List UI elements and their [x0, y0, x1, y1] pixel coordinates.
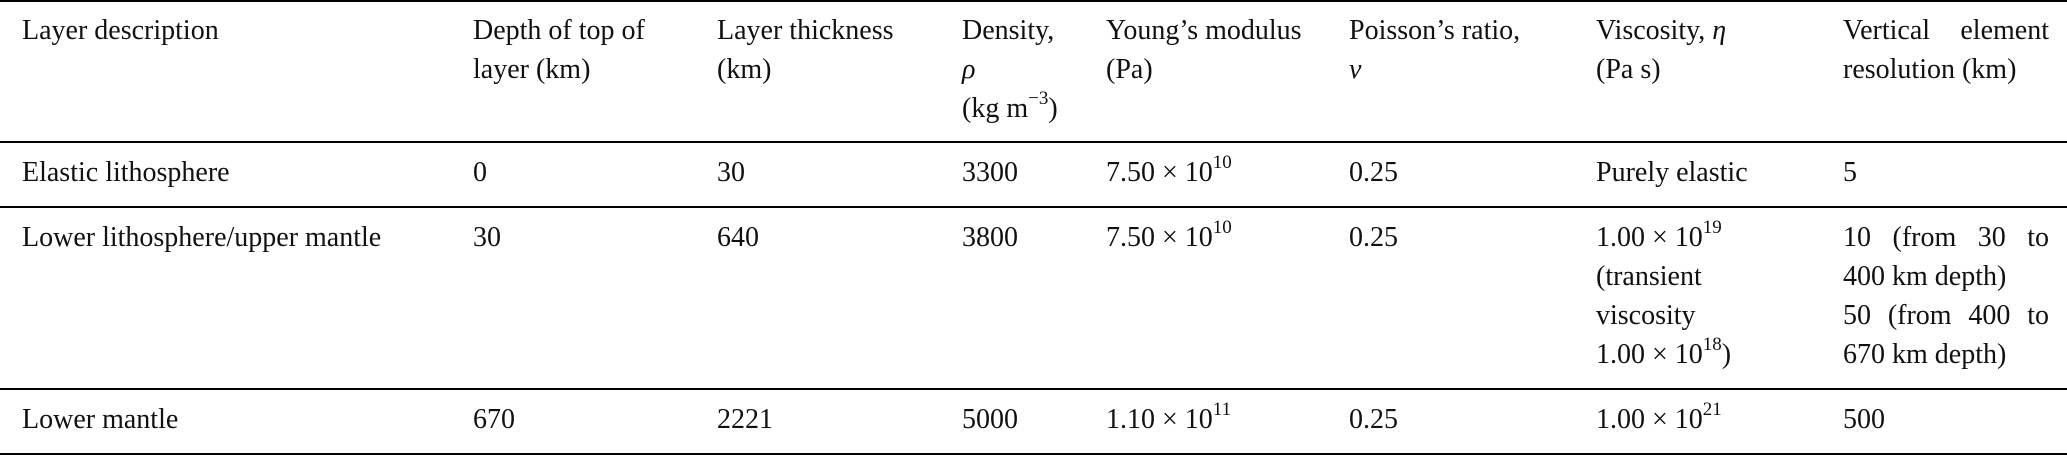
cell-depth: 30	[473, 222, 501, 253]
cell-thickness: 30	[717, 157, 745, 188]
cell-poisson: 0.25	[1349, 404, 1398, 435]
header-poisson-symbol: ν	[1349, 54, 1362, 85]
header-density-symbol: ρ	[962, 54, 976, 85]
table-row: Lower mantle 670 2221 5000 1.10 × 1011 0…	[0, 389, 2067, 454]
cell-poisson: 0.25	[1349, 157, 1398, 188]
header-density-unit: (kg m−3)	[962, 87, 1058, 124]
header-row: Layer description Depth of top of layer …	[0, 1, 2067, 142]
cell-description: Lower lithosphere/upper mantle	[22, 222, 382, 253]
cell-youngs-modulus: 7.50 × 1010	[1106, 216, 1232, 253]
cell-density: 3300	[962, 157, 1018, 188]
cell-viscosity: 1.00 × 1019 (transient viscosity 1.00 × …	[1574, 207, 1821, 389]
header-viscosity: Viscosity, η (Pa s)	[1574, 1, 1821, 142]
viscosity-note: 1.00 × 1018)	[1596, 333, 1732, 370]
header-youngs-modulus: Young’s modulus (Pa)	[1106, 15, 1302, 85]
header-thickness: Layer thickness (km)	[717, 15, 894, 85]
cell-density: 5000	[962, 404, 1018, 435]
cell-thickness: 2221	[717, 404, 773, 435]
cell-resolution: 10 (from 30 to 400 km depth) 50 (from 40…	[1843, 222, 2049, 370]
cell-resolution: 500	[1843, 404, 1885, 435]
cell-depth: 670	[473, 404, 515, 435]
header-viscosity-label: Viscosity, η	[1596, 15, 1727, 46]
header-poisson-label: Poisson’s ratio,	[1349, 15, 1521, 46]
cell-thickness: 640	[717, 222, 759, 253]
cell-density: 3800	[962, 222, 1018, 253]
viscosity-note: (transient	[1596, 261, 1702, 292]
header-viscosity-unit: (Pa s)	[1596, 54, 1661, 85]
header-poisson-ratio: Poisson’s ratio, ν	[1327, 1, 1574, 142]
header-layer-description: Layer description	[22, 15, 219, 46]
cell-viscosity: Purely elastic	[1596, 157, 1748, 188]
viscosity-note: viscosity	[1596, 300, 1696, 331]
cell-youngs-modulus: 7.50 × 1010	[1106, 151, 1232, 188]
cell-description: Elastic lithosphere	[22, 157, 230, 188]
table-row: Lower lithosphere/upper mantle 30 640 38…	[0, 207, 2067, 389]
cell-description: Lower mantle	[22, 404, 179, 435]
cell-viscosity: 1.00 × 1021	[1596, 398, 1722, 435]
header-depth: Depth of top of layer (km)	[473, 15, 645, 85]
table-row: Elastic lithosphere 0 30 3300 7.50 × 101…	[0, 142, 2067, 207]
cell-resolution: 5	[1843, 157, 1857, 188]
header-vertical-resolution: Vertical element resolution (km)	[1843, 15, 2049, 85]
cell-youngs-modulus: 1.10 × 1011	[1106, 398, 1232, 435]
header-density-label: Density,	[962, 15, 1055, 46]
header-density: Density, ρ (kg m−3)	[940, 1, 1084, 142]
cell-poisson: 0.25	[1349, 222, 1398, 253]
cell-depth: 0	[473, 157, 487, 188]
